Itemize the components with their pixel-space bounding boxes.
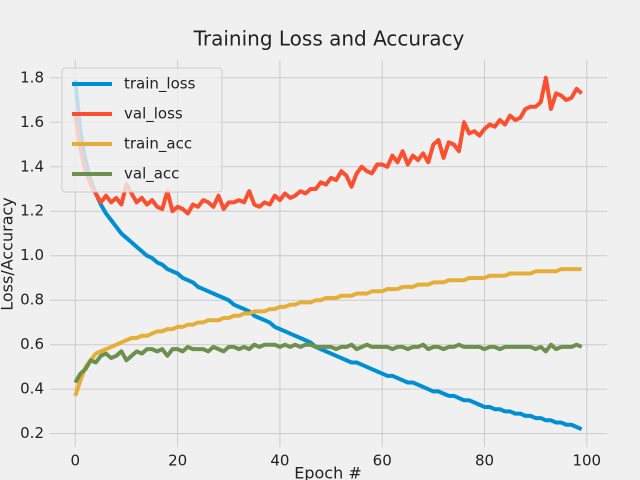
- legend-label: val_loss: [124, 105, 183, 124]
- y-tick-label: 0.6: [20, 335, 44, 353]
- x-tick-label: 0: [71, 452, 81, 470]
- legend-label: train_acc: [124, 135, 192, 154]
- series-line: [73, 267, 582, 397]
- y-axis-label: Loss/Accuracy: [0, 197, 17, 311]
- y-tick-label: 1.2: [20, 202, 44, 220]
- x-tick-label: 40: [270, 452, 289, 470]
- x-tick-label: 100: [572, 452, 601, 470]
- x-tick-label: 20: [168, 452, 187, 470]
- series-line: [73, 79, 583, 432]
- legend-label: val_acc: [124, 165, 179, 184]
- x-tick-label: 60: [373, 452, 392, 470]
- legend-label: train_loss: [124, 75, 196, 94]
- y-tick-label: 0.4: [20, 380, 44, 398]
- y-tick-label: 0.8: [20, 291, 44, 309]
- legend-box: [61, 67, 223, 193]
- y-tick-label: 0.2: [20, 424, 44, 442]
- x-axis-label: Epoch #: [294, 464, 361, 480]
- series-line: [73, 342, 583, 384]
- series-line: [73, 75, 583, 216]
- x-tick-label: 80: [475, 452, 494, 470]
- y-tick-label: 1.8: [20, 68, 44, 86]
- y-tick-label: 1.6: [20, 113, 44, 131]
- y-tick-label: 1.0: [20, 246, 44, 264]
- y-tick-label: 1.4: [20, 157, 44, 175]
- chart-title: Training Loss and Accuracy: [193, 27, 465, 51]
